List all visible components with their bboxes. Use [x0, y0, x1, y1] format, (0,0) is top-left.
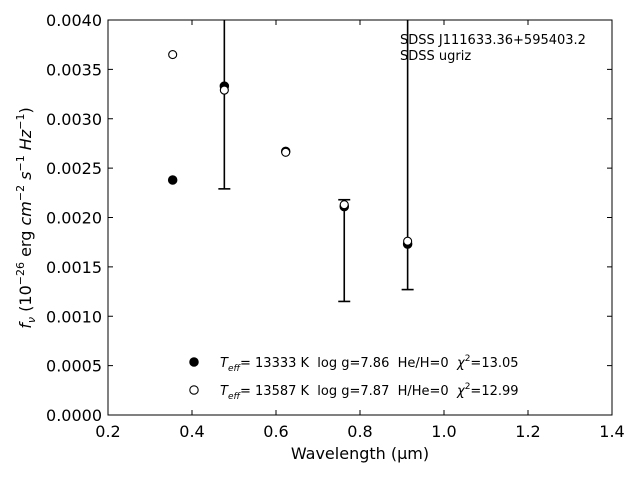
x-axis-label: Wavelength (μm) — [291, 444, 429, 463]
legend-marker-filled — [189, 357, 199, 367]
y-tick-label: 0.0010 — [46, 307, 102, 326]
x-tick-label: 0.6 — [263, 422, 288, 441]
x-tick-label: 0.4 — [179, 422, 204, 441]
x-axis-ticks: 0.2 0.4 0.6 0.8 1.0 1.2 1.4 — [95, 20, 625, 441]
x-tick-label: 1.4 — [599, 422, 624, 441]
open-point-r — [281, 147, 291, 157]
y-tick-label: 0.0005 — [46, 357, 102, 376]
y-axis-label: fν (10−26 erg cm−2 s−1 Hz−1) — [14, 107, 38, 328]
y-tick-label: 0.0000 — [46, 406, 102, 425]
y-tick-label: 0.0040 — [46, 11, 102, 30]
legend-entry-2: Teff= 13587 K log g=7.87 H/He=0 χ2=12.99 — [220, 382, 519, 402]
x-tick-label: 1.0 — [431, 422, 456, 441]
annotation-filter-system: SDSS ugriz — [400, 49, 471, 64]
x-axis-unit-mu: μ — [397, 444, 407, 463]
y-tick-label: 0.0015 — [46, 258, 102, 277]
y-tick-label: 0.0020 — [46, 209, 102, 228]
x-tick-label: 1.2 — [515, 422, 540, 441]
open-point-z — [403, 236, 413, 246]
open-point-i — [339, 200, 349, 210]
open-point-u — [168, 50, 178, 60]
legend: Teff= 13333 K log g=7.86 He/H=0 χ2=13.05… — [189, 354, 519, 402]
y-axis-ticks: 0.0000 0.0005 0.0010 0.0015 0.0020 0.0025 0.00… — [46, 11, 612, 425]
y-tick-label: 0.0025 — [46, 159, 102, 178]
y-tick-label: 0.0030 — [46, 110, 102, 129]
open-point-g — [219, 85, 229, 95]
legend-marker-open — [189, 385, 199, 395]
x-tick-label: 0.2 — [95, 422, 120, 441]
error-bars — [218, 20, 414, 303]
y-tick-label: 0.0035 — [46, 60, 102, 79]
legend-entry-1: Teff= 13333 K log g=7.86 He/H=0 χ2=13.05 — [220, 354, 519, 374]
annotation-object-name: SDSS J111633.36+595403.2 — [400, 33, 586, 48]
filled-point-u — [167, 175, 178, 185]
data-points — [167, 50, 413, 249]
x-tick-label: 0.8 — [347, 422, 372, 441]
